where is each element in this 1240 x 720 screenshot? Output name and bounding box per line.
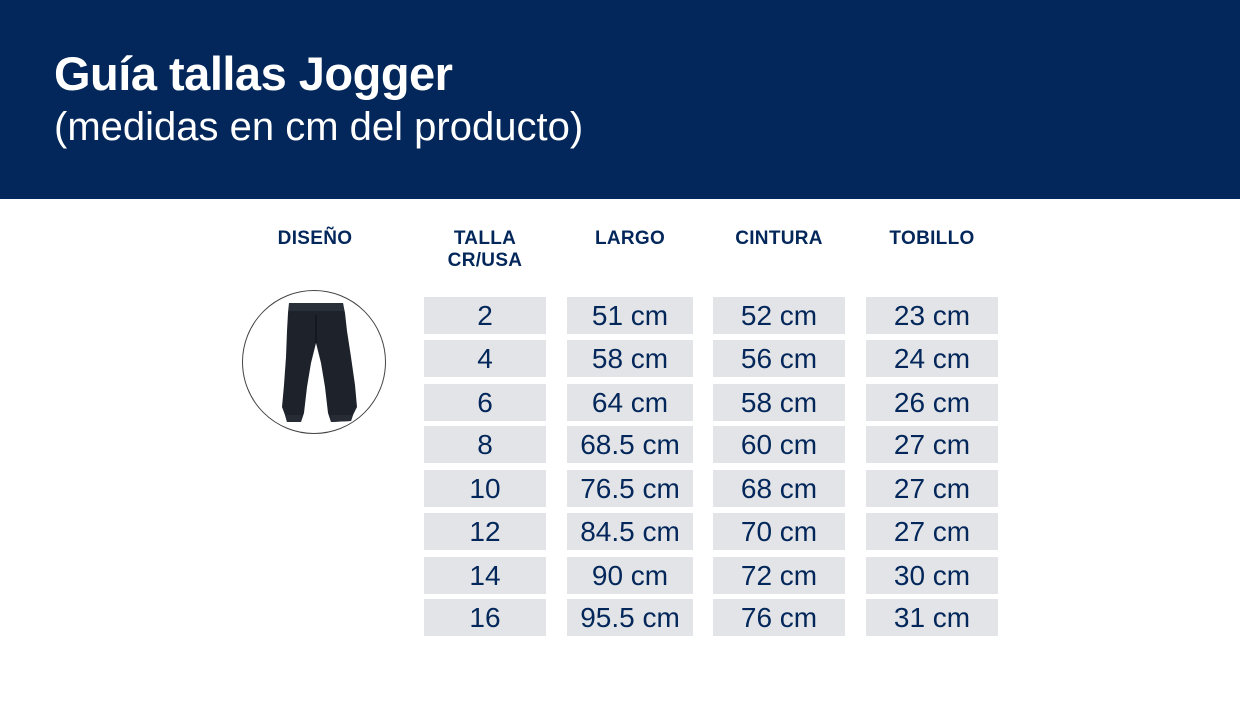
column-header-size: TALLA CR/USA xyxy=(424,228,546,272)
column-header-length: LARGO xyxy=(594,228,666,249)
column-header-design: DISEÑO xyxy=(277,228,353,249)
length-cell: 90 cm xyxy=(567,557,693,594)
pants-icon xyxy=(282,303,357,422)
waist-cell: 58 cm xyxy=(713,384,845,421)
waist-cell: 60 cm xyxy=(713,426,845,463)
length-cell: 58 cm xyxy=(567,340,693,377)
page-title: Guía tallas Jogger xyxy=(54,47,453,100)
column-header-size-line2: CR/USA xyxy=(447,250,523,271)
waist-cell: 76 cm xyxy=(713,599,845,636)
ankle-cell: 31 cm xyxy=(866,599,998,636)
ankle-cell: 23 cm xyxy=(866,297,998,334)
waist-cell: 56 cm xyxy=(713,340,845,377)
length-cell: 84.5 cm xyxy=(567,513,693,550)
header-banner: Guía tallas Jogger (medidas en cm del pr… xyxy=(0,0,1240,199)
product-photo xyxy=(242,290,386,434)
size-cell: 16 xyxy=(424,599,546,636)
ankle-cell: 27 cm xyxy=(866,470,998,507)
length-cell: 51 cm xyxy=(567,297,693,334)
size-cell: 2 xyxy=(424,297,546,334)
waist-cell: 52 cm xyxy=(713,297,845,334)
ankle-cell: 27 cm xyxy=(866,513,998,550)
page-subtitle: (medidas en cm del producto) xyxy=(54,105,584,149)
column-header-size-line1: TALLA xyxy=(453,228,517,249)
column-header-ankle: TOBILLO xyxy=(889,228,975,249)
ankle-cell: 30 cm xyxy=(866,557,998,594)
length-cell: 76.5 cm xyxy=(567,470,693,507)
size-cell: 10 xyxy=(424,470,546,507)
waist-cell: 72 cm xyxy=(713,557,845,594)
waist-cell: 70 cm xyxy=(713,513,845,550)
ankle-cell: 27 cm xyxy=(866,426,998,463)
waist-cell: 68 cm xyxy=(713,470,845,507)
length-cell: 64 cm xyxy=(567,384,693,421)
ankle-cell: 24 cm xyxy=(866,340,998,377)
length-cell: 95.5 cm xyxy=(567,599,693,636)
ankle-cell: 26 cm xyxy=(866,384,998,421)
column-header-waist: CINTURA xyxy=(735,228,823,249)
size-cell: 8 xyxy=(424,426,546,463)
size-cell: 14 xyxy=(424,557,546,594)
size-cell: 4 xyxy=(424,340,546,377)
size-cell: 12 xyxy=(424,513,546,550)
size-cell: 6 xyxy=(424,384,546,421)
length-cell: 68.5 cm xyxy=(567,426,693,463)
